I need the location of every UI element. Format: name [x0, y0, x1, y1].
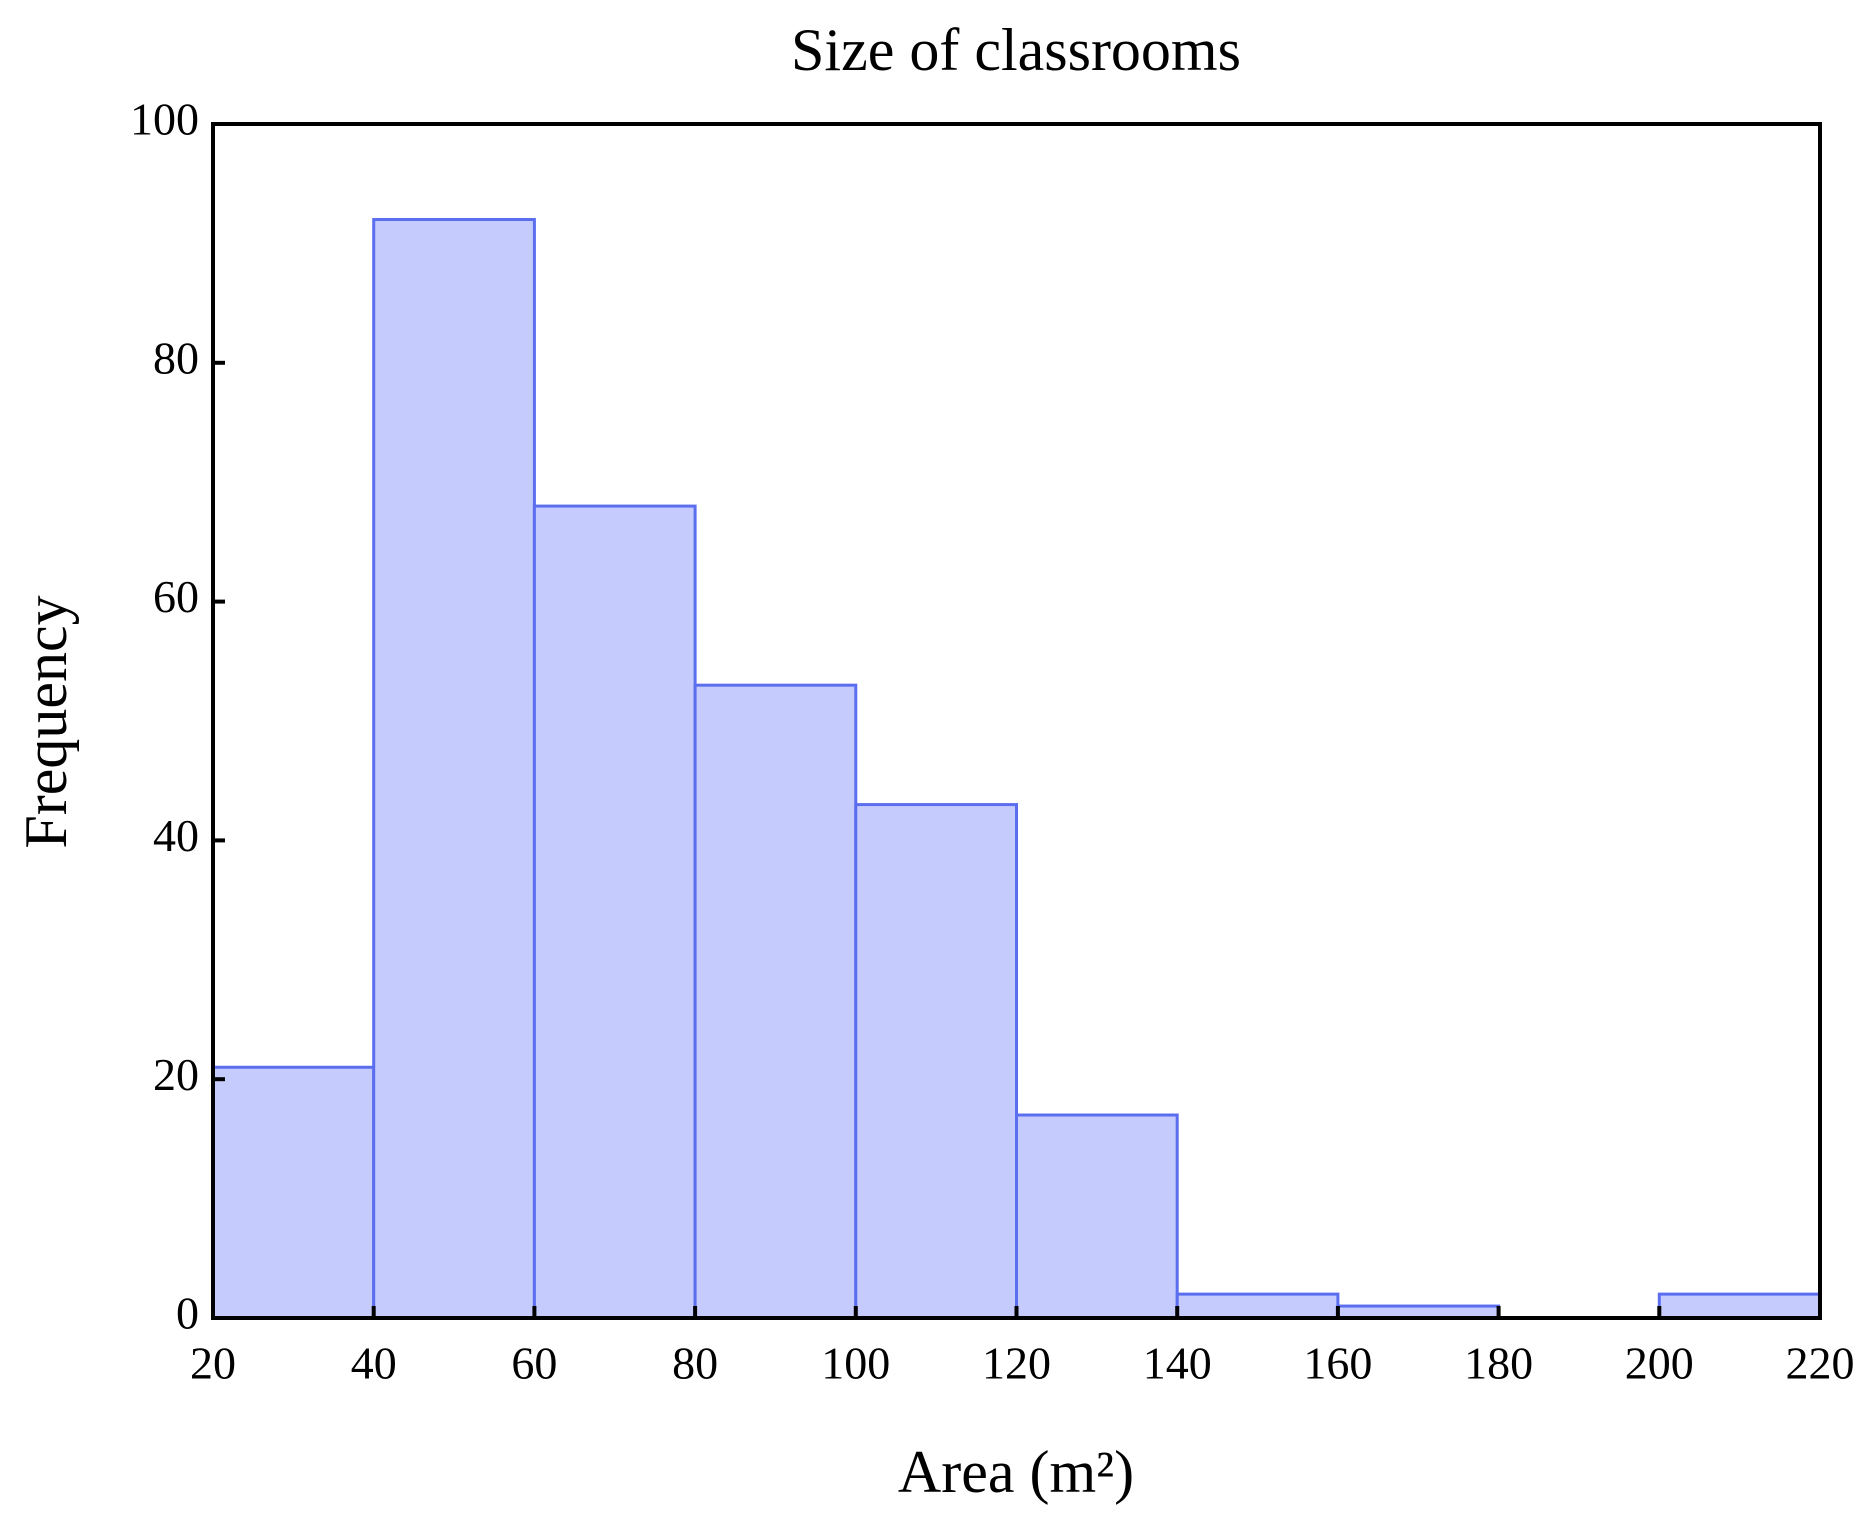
- y-tick-label: 20: [153, 1049, 199, 1100]
- x-tick-label: 140: [1143, 1338, 1212, 1389]
- x-tick-label: 120: [982, 1338, 1051, 1389]
- bar: [693, 683, 858, 1320]
- x-tick-label: 80: [672, 1338, 718, 1389]
- x-tick-label: 200: [1625, 1338, 1694, 1389]
- x-axis-label: Area (m²): [898, 1439, 1134, 1505]
- bar: [211, 1065, 376, 1320]
- x-tick-label: 160: [1303, 1338, 1372, 1389]
- x-tick-label: 20: [190, 1338, 236, 1389]
- x-tick-label: 180: [1464, 1338, 1533, 1389]
- y-tick-label: 60: [153, 571, 199, 622]
- bar: [1175, 1292, 1340, 1320]
- y-tick-label: 0: [176, 1288, 199, 1339]
- bar: [532, 504, 697, 1320]
- chart-title: Size of classrooms: [791, 17, 1241, 83]
- bar: [372, 218, 536, 1320]
- x-tick-label: 40: [351, 1338, 397, 1389]
- bar: [854, 803, 1018, 1320]
- x-tick-label: 220: [1786, 1338, 1855, 1389]
- y-tick-label: 80: [153, 332, 199, 383]
- y-axis-label: Frequency: [13, 595, 79, 848]
- x-tick-label: 100: [821, 1338, 890, 1389]
- y-tick-label: 100: [130, 94, 199, 145]
- bar: [1657, 1292, 1822, 1320]
- x-tick-label: 60: [511, 1338, 557, 1389]
- y-tick-label: 40: [153, 810, 199, 861]
- bar: [1015, 1113, 1179, 1320]
